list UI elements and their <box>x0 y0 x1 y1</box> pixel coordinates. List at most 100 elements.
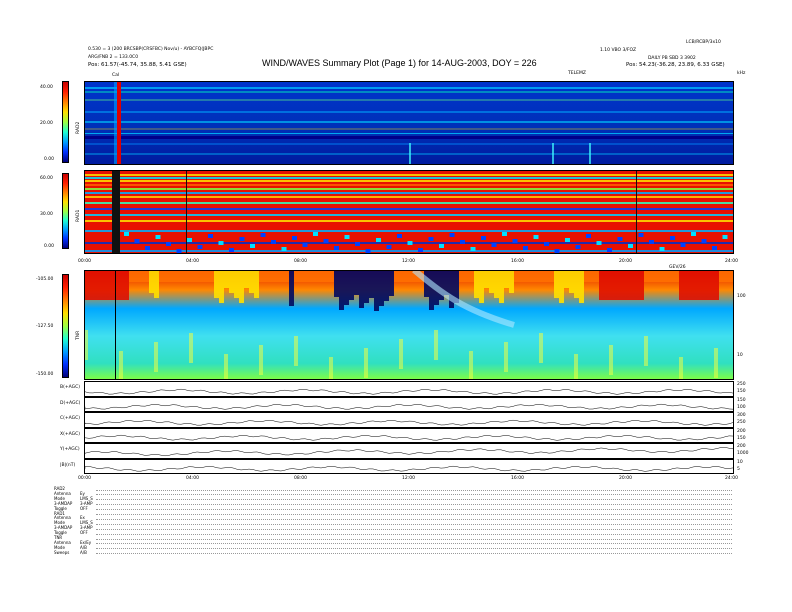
rad1-band <box>84 214 734 216</box>
tnr-column <box>144 270 149 282</box>
tnr-column <box>349 270 354 300</box>
tnr-column <box>114 270 119 300</box>
rad1-band <box>84 174 734 176</box>
tnr-column <box>364 270 369 303</box>
mid-axis-tick: 00:00 <box>78 259 91 264</box>
rad1-patch <box>659 247 665 251</box>
tnr-column <box>529 270 534 282</box>
rad2-burst <box>552 143 554 165</box>
line-panel <box>84 427 734 443</box>
rad1-patch <box>302 243 308 247</box>
tnr-column <box>659 270 664 282</box>
rad1-patch <box>250 244 255 248</box>
cal-label: Cal <box>112 73 120 78</box>
rad2-spectrogram <box>84 81 734 165</box>
tnr-column <box>374 270 379 311</box>
tnr-right-tick-100: 100 <box>737 294 746 299</box>
tnr-right-tick-10: 10 <box>737 353 743 358</box>
header-right-line1: LCB/RCBP/3x10 <box>686 40 721 45</box>
rad1-patch <box>596 241 602 245</box>
tnr-column <box>239 270 244 303</box>
rad2-streak <box>84 99 734 101</box>
tnr-column <box>484 270 489 288</box>
tnr-column <box>729 270 734 282</box>
tnr-column <box>394 270 399 282</box>
tnr-column <box>214 270 219 298</box>
rad1-patch <box>365 249 371 253</box>
tnr-column <box>109 270 114 300</box>
tnr-column <box>354 270 359 295</box>
tnr-column <box>219 270 224 303</box>
mid-axis-tick: 20:00 <box>619 259 632 264</box>
status-value: Ey <box>80 490 85 496</box>
rad1-axis-label: RAD1 <box>76 209 81 222</box>
tnr-column <box>514 270 519 282</box>
header-left-pos: Pos: 61.57(-45.74, 35.88, 5.41 GSE) <box>88 62 187 68</box>
tnr-column <box>399 270 404 282</box>
tnr-column <box>369 270 374 298</box>
tnr-column <box>599 270 604 300</box>
line-panel <box>84 458 734 474</box>
status-dotted-line <box>96 538 732 540</box>
tnr-column <box>709 270 714 300</box>
tnr-column <box>344 270 349 305</box>
tnr-column <box>274 270 279 282</box>
tnr-column <box>159 270 164 282</box>
tnr-column <box>534 270 539 282</box>
status-value: 3-AMP <box>80 525 93 531</box>
rad1-patch <box>481 236 486 240</box>
rad1-band <box>84 230 734 232</box>
rad1-band <box>84 184 734 186</box>
tnr-column <box>524 270 529 282</box>
tnr-column <box>119 270 124 300</box>
rad1-patch <box>155 235 161 239</box>
status-key: RAD1 <box>54 510 65 516</box>
rad2-streak <box>84 111 734 113</box>
tnr-column <box>594 270 599 282</box>
line-panel-tick: 100 <box>737 404 746 410</box>
rad2-colorbar <box>62 81 69 163</box>
status-value: OFF <box>80 505 88 511</box>
tnr-column <box>504 270 509 288</box>
rad1-patch <box>386 245 392 249</box>
tnr-yellow-streak <box>679 357 683 380</box>
tnr-yellow-streak <box>119 351 123 380</box>
tnr-column <box>639 270 644 300</box>
tnr-yellow-streak <box>539 333 543 363</box>
status-value: A/B <box>80 549 87 555</box>
tnr-column <box>449 270 454 308</box>
rad2-burst <box>409 143 411 165</box>
rad1-patch <box>533 235 539 239</box>
status-key: Mode <box>54 495 65 501</box>
tnr-column <box>444 270 449 295</box>
tnr-yellow-streak <box>84 330 88 360</box>
mid-axis-tick: 24:00 <box>725 259 738 264</box>
line-panel-tick: 1000 <box>737 451 749 456</box>
tnr-column <box>704 270 709 300</box>
rad1-patch <box>208 234 213 238</box>
rad1-patch <box>544 242 549 246</box>
line-panel-label: X(+AGC) <box>60 431 80 437</box>
rad1-patch <box>712 246 717 250</box>
status-key: Toggle <box>54 530 67 536</box>
status-dotted-line <box>96 523 732 525</box>
mid-axis-tick: 12:00 <box>402 259 415 264</box>
tnr-column <box>489 270 494 293</box>
status-key: RAD2 <box>54 486 65 491</box>
header-right-line2: 1.10 VBO 3/FOZ <box>600 48 637 53</box>
line-panel-tick: 200 <box>737 428 746 434</box>
line-panel-tick: 10 <box>737 459 743 465</box>
tnr-column <box>714 270 719 300</box>
rad1-patch <box>334 246 339 250</box>
rad1-spectrogram <box>84 170 734 254</box>
tnr-column <box>719 270 724 282</box>
header-left-line1: 0.530 = 3 (200 BRCSBP(CRSFBC) Nov/u) - A… <box>88 47 214 52</box>
line-panel <box>84 412 734 428</box>
rad1-patch <box>491 243 497 247</box>
tnr-yellow-streak <box>469 351 473 380</box>
rad2-streak <box>84 128 734 130</box>
tnr-column <box>539 270 544 282</box>
tnr-tick-top: -105.00 <box>36 277 54 282</box>
header-left-line2: ARG/FNB 2 = 133.0C0 <box>88 55 139 60</box>
telemetry-label: TELEMZ <box>568 71 586 76</box>
